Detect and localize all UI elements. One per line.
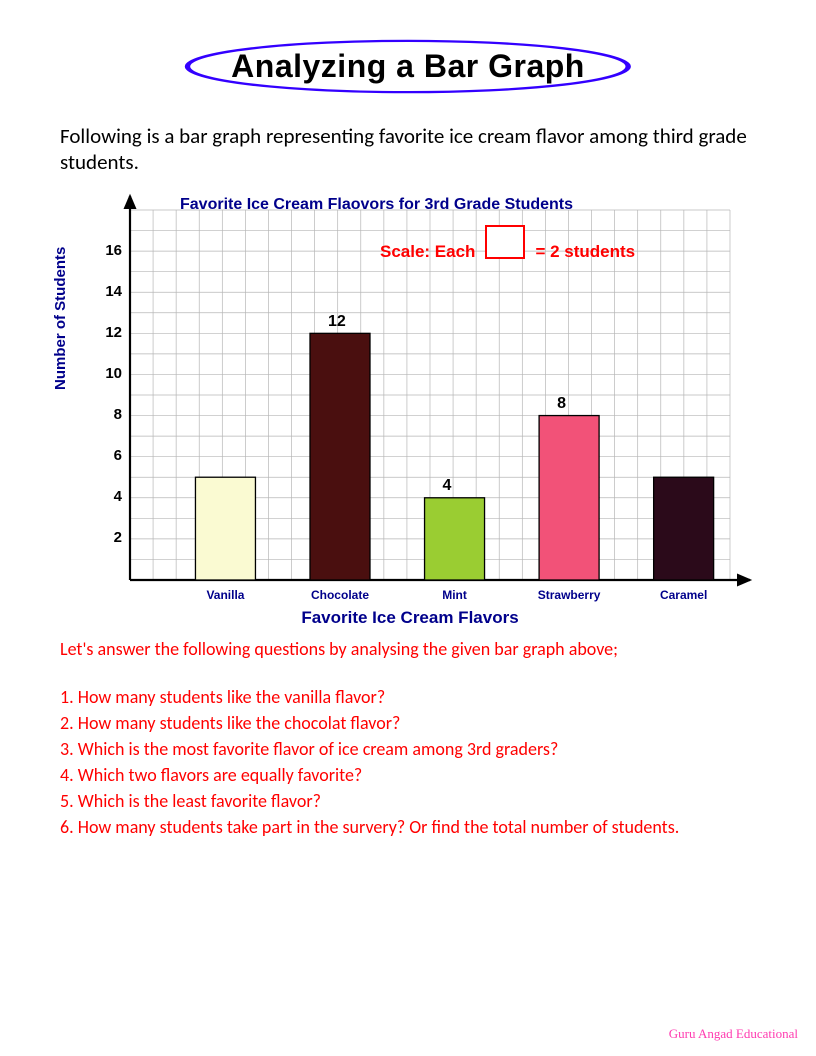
question-item: 1. How many students like the vanilla fl… — [60, 684, 786, 710]
question-item: 4. Which two flavors are equally favorit… — [60, 762, 786, 788]
scale-box-icon — [485, 225, 525, 259]
y-tick-label: 16 — [96, 242, 122, 259]
question-item: 5. Which is the least favorite flavor? — [60, 788, 786, 814]
scale-suffix: = 2 students — [535, 242, 635, 262]
question-item: 3. Which is the most favorite flavor of … — [60, 736, 786, 762]
bar-value-label: 4 — [443, 477, 452, 495]
watermark: Guru Angad Educational — [669, 1026, 798, 1042]
questions-lead: Let's answer the following questions by … — [0, 630, 816, 660]
y-tick-label: 2 — [96, 529, 122, 546]
y-axis-label: Number of Students — [52, 246, 69, 389]
intro-text: Following is a bar graph representing fa… — [0, 95, 816, 176]
category-label: Chocolate — [300, 588, 380, 602]
question-item: 6. How many students take part in the su… — [60, 814, 786, 840]
category-label: Strawberry — [529, 588, 609, 602]
category-label: Vanilla — [185, 588, 265, 602]
bar-value-label: 12 — [328, 313, 346, 331]
title-oval: Analyzing a Bar Graph — [183, 38, 633, 95]
bar-value-label: 8 — [557, 395, 566, 413]
category-label: Caramel — [644, 588, 724, 602]
y-tick-label: 12 — [96, 324, 122, 341]
bar-chart: Favorite Ice Cream Flaovors for 3rd Grad… — [60, 190, 760, 630]
y-tick-label: 6 — [96, 447, 122, 464]
y-tick-label: 10 — [96, 365, 122, 382]
y-tick-label: 4 — [96, 488, 122, 505]
questions-list: 1. How many students like the vanilla fl… — [0, 660, 816, 841]
scale-legend: Scale: Each = 2 students — [380, 242, 635, 262]
chart-title: Favorite Ice Cream Flaovors for 3rd Grad… — [180, 196, 573, 214]
x-axis-label: Favorite Ice Cream Flavors — [60, 608, 760, 628]
category-label: Mint — [415, 588, 495, 602]
y-tick-label: 8 — [96, 406, 122, 423]
question-item: 2. How many students like the chocolat f… — [60, 710, 786, 736]
page-title: Analyzing a Bar Graph — [231, 48, 585, 84]
page-header: Analyzing a Bar Graph — [0, 0, 816, 95]
y-tick-label: 14 — [96, 283, 122, 300]
scale-prefix: Scale: Each — [380, 242, 475, 262]
